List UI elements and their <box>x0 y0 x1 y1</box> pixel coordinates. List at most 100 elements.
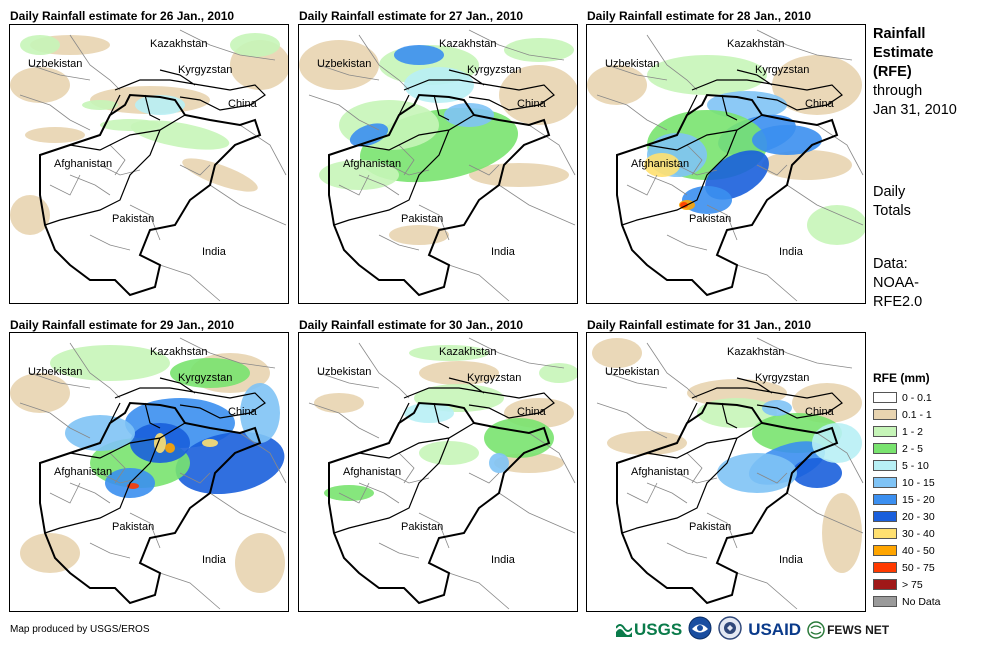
country-boundary <box>686 402 738 429</box>
province-boundary <box>209 184 287 226</box>
rainfall-map: Kazakhstan Uzbekistan Kyrgyzstan China Afgha… <box>308 337 577 610</box>
province-boundary <box>109 452 126 484</box>
map-label-kazakhstan: Kazakhstan <box>727 346 784 358</box>
rainfall-area <box>592 338 642 368</box>
legend-swatch <box>873 477 897 488</box>
country-boundary <box>398 94 450 121</box>
map-label-kazakhstan: Kazakhstan <box>150 38 207 50</box>
side-daily2: Totals <box>873 203 911 219</box>
legend-label: 0 - 0.1 <box>902 391 932 404</box>
province-boundary <box>606 372 668 389</box>
rainfall-area <box>202 439 218 447</box>
country-boundary <box>621 114 763 226</box>
province-boundary <box>129 512 161 549</box>
province-boundary <box>666 542 708 559</box>
province-boundary <box>358 342 410 399</box>
rainfall-area <box>230 33 280 57</box>
side-data1: Data: <box>873 256 908 272</box>
rainfall-area <box>494 453 564 473</box>
legend-item: 0.1 - 1 <box>873 406 983 423</box>
partner-logos: USGS USAID FEWS NET <box>616 615 890 645</box>
country-boundary <box>691 377 843 419</box>
fews-text: FEWS NET <box>827 623 890 637</box>
province-boundary <box>29 372 91 389</box>
province-boundary <box>816 124 864 176</box>
province-boundary <box>318 64 380 81</box>
rainfall-area <box>130 120 230 150</box>
rainfall-area <box>484 418 554 458</box>
legend-label: 1 - 2 <box>902 425 924 438</box>
province-boundary <box>646 342 698 399</box>
rfe-legend: RFE (mm) 0 - 0.1 0.1 - 1 1 - 2 2 - 5 5 - 10 1… <box>873 371 983 610</box>
legend-item: 20 - 30 <box>873 508 983 525</box>
region-outline <box>328 401 551 605</box>
region-outline <box>328 93 551 297</box>
province-boundary <box>109 144 126 176</box>
map-label-india: India <box>202 554 227 566</box>
province-boundary <box>338 174 370 196</box>
globe-icon <box>807 621 825 639</box>
legend-swatch <box>873 596 897 607</box>
legend-swatch <box>873 460 897 471</box>
province-boundary <box>69 174 111 196</box>
legend-item: No Data <box>873 593 983 610</box>
legend-swatch <box>873 443 897 454</box>
usaid-logo: USAID <box>748 620 801 640</box>
province-boundary <box>69 482 111 504</box>
province-boundary <box>468 29 565 61</box>
rainfall-area <box>539 363 577 383</box>
map-label-uzbekistan: Uzbekistan <box>605 58 659 70</box>
province-boundary <box>69 342 121 399</box>
rainfall-area <box>647 55 767 95</box>
commerce-seal-icon <box>718 615 742 645</box>
rainfall-area <box>419 361 499 385</box>
province-boundary <box>646 174 688 196</box>
rainfall-area <box>20 533 80 573</box>
map-label-afghanistan: Afghanistan <box>54 158 112 170</box>
side-data2: NOAA- <box>873 275 919 291</box>
noaa-logo-icon <box>688 616 712 645</box>
side-title-line2: Estimate <box>873 45 934 61</box>
map-label-kyrgyzstan: Kyrgyzstan <box>178 372 232 384</box>
legend-item: 2 - 5 <box>873 440 983 457</box>
usaid-text: USAID <box>748 620 802 639</box>
map-label-india: India <box>491 554 516 566</box>
region-outline <box>616 401 839 605</box>
side-through: through <box>873 83 923 99</box>
map-panel-28: Kazakhstan Uzbekistan Kyrgyzstan China Afgha… <box>586 24 866 304</box>
map-label-uzbekistan: Uzbekistan <box>317 58 371 70</box>
map-label-afghanistan: Afghanistan <box>343 466 401 478</box>
rainfall-area <box>10 373 70 413</box>
legend-item: 30 - 40 <box>873 525 983 542</box>
province-boundary <box>736 572 798 610</box>
province-boundary <box>448 572 510 610</box>
rainfall-area <box>175 431 285 495</box>
province-boundary <box>49 482 81 504</box>
province-boundary <box>179 472 211 484</box>
map-label-pakistan: Pakistan <box>689 213 731 225</box>
rainfall-area <box>607 431 687 455</box>
map-label-pakistan: Pakistan <box>689 521 731 533</box>
province-boundary <box>596 94 668 131</box>
map-label-kyrgyzstan: Kyrgyzstan <box>755 64 809 76</box>
province-boundary <box>686 144 703 176</box>
map-label-kazakhstan: Kazakhstan <box>727 38 784 50</box>
legend-label: No Data <box>902 595 941 608</box>
legend-label: 40 - 50 <box>902 544 935 557</box>
rainfall-area <box>419 441 479 465</box>
province-boundary <box>239 124 287 176</box>
usgs-text: USGS <box>634 620 683 639</box>
side-title: Rainfall Estimate (RFE) through Jan 31, … <box>873 25 957 120</box>
province-boundary <box>736 264 798 302</box>
side-title-line3: (RFE) <box>873 64 912 80</box>
province-boundary <box>468 337 565 369</box>
panel-title-26: Daily Rainfall estimate for 26 Jan., 201… <box>10 9 235 23</box>
usgs-logo: USGS <box>616 620 682 640</box>
province-boundary <box>706 512 738 549</box>
legend-swatch <box>873 528 897 539</box>
country-boundary <box>114 69 266 111</box>
rainfall-area <box>444 103 494 127</box>
rainfall-area <box>792 458 842 488</box>
province-boundary <box>179 29 276 61</box>
map-label-afghanistan: Afghanistan <box>631 158 689 170</box>
